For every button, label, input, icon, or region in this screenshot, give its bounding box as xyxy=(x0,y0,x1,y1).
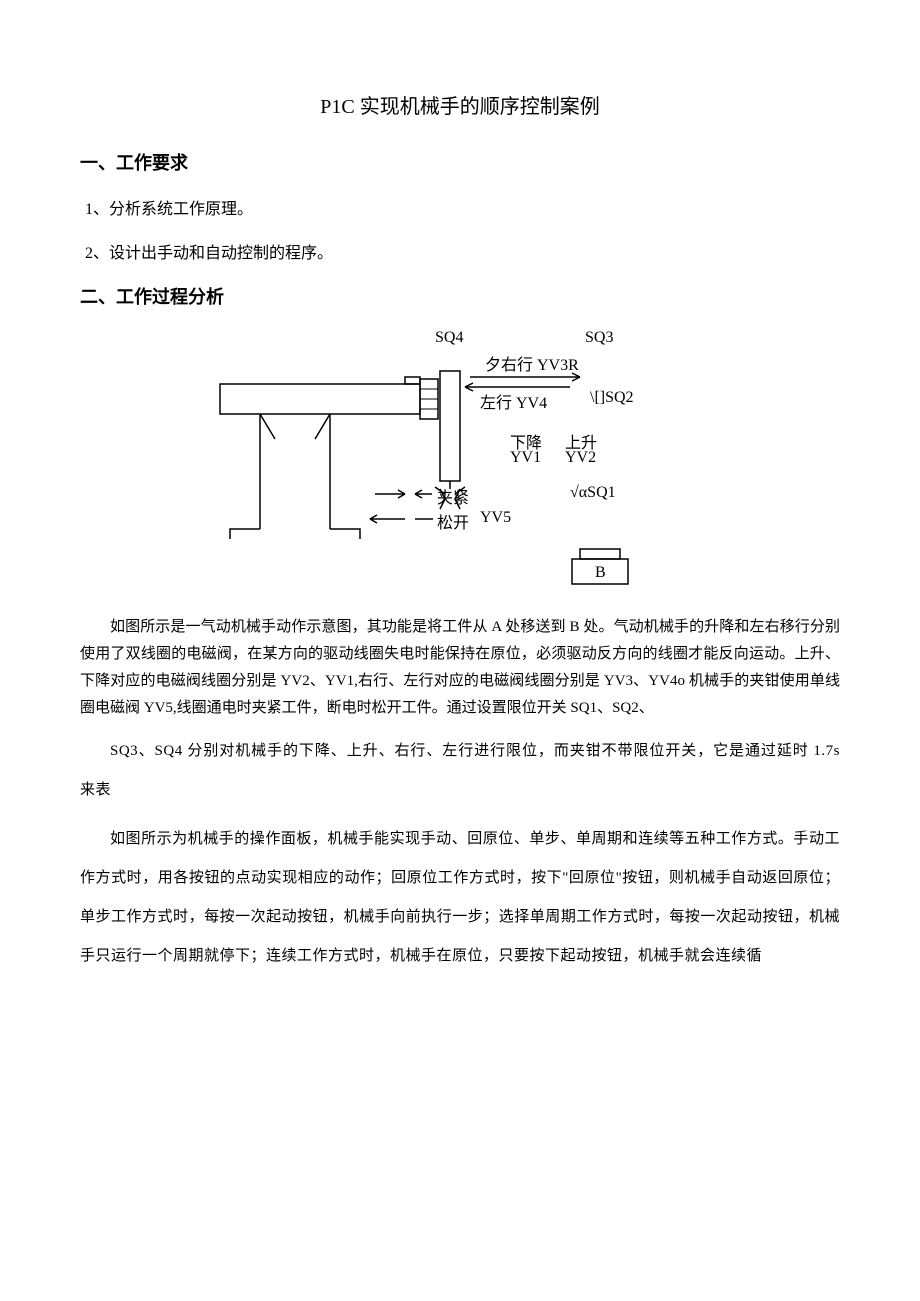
mechanical-arm-diagram: SQ4 SQ3 夕右行 YV3R 左行 YV4 \[]SQ2 下降 上升 YV1… xyxy=(200,329,720,589)
page-title: P1C 实现机械手的顺序控制案例 xyxy=(80,90,840,119)
label-sq2: \[]SQ2 xyxy=(590,389,634,407)
label-sq4: SQ4 xyxy=(435,329,463,347)
label-yv2: YV2 xyxy=(565,449,596,467)
label-clamp: 夹紧 xyxy=(437,484,469,508)
label-release: 松开 xyxy=(437,509,469,533)
label-yv5: YV5 xyxy=(480,509,511,527)
paragraph-2: SQ3、SQ4 分别对机械手的下降、上升、右行、左行进行限位，而夹钳不带限位开关… xyxy=(80,732,840,810)
requirement-item-2: 2、设计出手动和自动控制的程序。 xyxy=(80,239,840,263)
label-left-move: 左行 YV4 xyxy=(480,389,547,413)
paragraph-3: 如图所示为机械手的操作面板，机械手能实现手动、回原位、单步、单周期和连续等五种工… xyxy=(80,820,840,976)
section-2-heading: 二、工作过程分析 xyxy=(80,283,840,309)
label-yv1: YV1 xyxy=(510,449,541,467)
label-right-move: 夕右行 YV3R xyxy=(485,351,579,375)
label-sq3: SQ3 xyxy=(585,329,613,347)
diagram-svg xyxy=(200,329,720,589)
label-b: B xyxy=(595,564,606,582)
label-sq1: √αSQ1 xyxy=(570,484,616,502)
paragraph-1: 如图所示是一气动机械手动作示意图，其功能是将工件从 A 处移送到 B 处。气动机… xyxy=(80,614,840,722)
requirement-item-1: 1、分析系统工作原理。 xyxy=(80,195,840,219)
section-1-heading: 一、工作要求 xyxy=(80,149,840,175)
